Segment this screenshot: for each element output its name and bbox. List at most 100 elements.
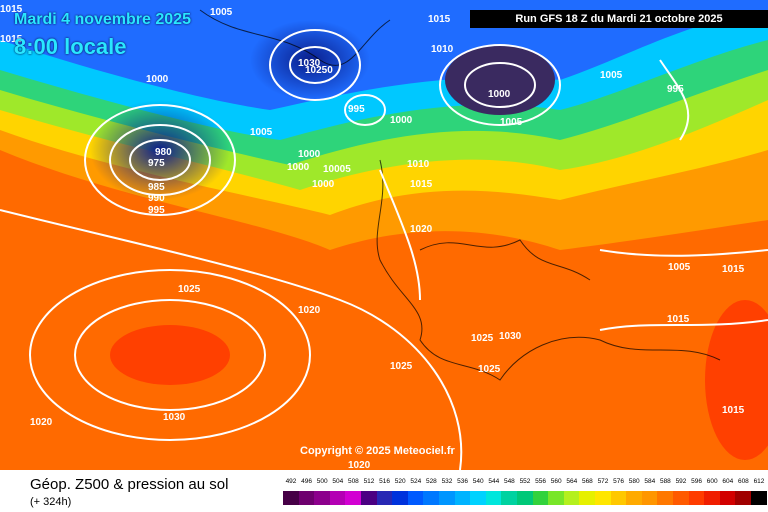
scale-tick-label: 532 bbox=[441, 478, 453, 485]
isobar-label: 1000 bbox=[146, 74, 169, 85]
scale-tick-label: 612 bbox=[753, 478, 765, 485]
scale-swatch bbox=[392, 491, 409, 505]
isobar-label: 980 bbox=[155, 147, 172, 158]
scale-tick-label: 520 bbox=[394, 478, 406, 485]
scale-swatch bbox=[345, 491, 362, 505]
isobar-label: 1025 bbox=[471, 333, 494, 344]
scale-tick-label: 528 bbox=[425, 478, 437, 485]
scale-tick-label: 608 bbox=[737, 478, 749, 485]
lead-time: (+ 324h) bbox=[30, 496, 72, 508]
isobar-label: 1015 bbox=[428, 14, 451, 25]
isobar-label: 1015 bbox=[722, 264, 745, 275]
scale-swatch bbox=[532, 491, 549, 505]
scale-tick-label: 604 bbox=[722, 478, 734, 485]
scale-swatch bbox=[704, 491, 721, 505]
isobar-label: 1020 bbox=[30, 417, 53, 428]
scale-tick-label: 548 bbox=[503, 478, 515, 485]
scale-swatch bbox=[626, 491, 643, 505]
isobar-label: 1010 bbox=[407, 159, 430, 170]
isobar-label: 1020 bbox=[298, 305, 321, 316]
isobar-label: 1005 bbox=[600, 70, 623, 81]
run-info: Run GFS 18 Z du Mardi 21 octobre 2025 bbox=[470, 10, 768, 28]
scale-swatch bbox=[329, 491, 346, 505]
scale-swatch bbox=[423, 491, 440, 505]
weather-map: 1005 1015 1015 1000 1030 10250 1015 1010… bbox=[0, 0, 768, 470]
isobar-label: 995 bbox=[148, 205, 165, 216]
scale-swatch bbox=[579, 491, 596, 505]
scale-tick-label: 600 bbox=[706, 478, 718, 485]
scale-tick-label: 524 bbox=[410, 478, 422, 485]
isobar-labels: 1005 1015 1015 1000 1030 10250 1015 1010… bbox=[0, 4, 745, 470]
isobar-label: 1015 bbox=[0, 34, 23, 45]
copyright: Copyright © 2025 Meteociel.fr bbox=[300, 445, 455, 457]
isobar-label: 1015 bbox=[0, 4, 23, 15]
scale-tick-label: 516 bbox=[379, 478, 391, 485]
scale-tick-label: 552 bbox=[519, 478, 531, 485]
isobar-label: 1010 bbox=[431, 44, 454, 55]
forecast-time: 8:00 locale bbox=[14, 34, 127, 59]
scale-swatch bbox=[735, 491, 752, 505]
isobar-label: 990 bbox=[148, 193, 165, 204]
forecast-date: Mardi 4 novembre 2025 bbox=[14, 11, 191, 28]
scale-tick-label: 496 bbox=[301, 478, 313, 485]
warm-core-east bbox=[705, 300, 768, 460]
isobar-label: 1015 bbox=[667, 314, 690, 325]
isobar-label: 1005 bbox=[500, 117, 523, 128]
scale-swatch bbox=[314, 491, 331, 505]
scale-tick-label: 580 bbox=[628, 478, 640, 485]
isobar-label: 975 bbox=[148, 158, 165, 169]
scale-tick-label: 584 bbox=[644, 478, 656, 485]
scale-swatch bbox=[641, 491, 658, 505]
isobar-label: 1030 bbox=[298, 58, 321, 69]
scale-swatch bbox=[501, 491, 518, 505]
coastline-greenland bbox=[199, 9, 391, 66]
scale-swatch bbox=[470, 491, 487, 505]
cold-core-northeast bbox=[445, 45, 555, 115]
scale-tick-label: 500 bbox=[316, 478, 328, 485]
isobar-label: 10005 bbox=[323, 164, 351, 175]
scale-swatch bbox=[283, 491, 299, 505]
scale-swatch bbox=[439, 491, 455, 505]
isobar-label: 1000 bbox=[312, 179, 335, 190]
scale-tick-label: 572 bbox=[597, 478, 609, 485]
isobar-label: 1030 bbox=[163, 412, 186, 423]
scale-tick-label: 564 bbox=[566, 478, 578, 485]
scale-tick-label: 492 bbox=[285, 478, 297, 485]
scale-tick-label: 512 bbox=[363, 478, 375, 485]
scale-tick-label: 592 bbox=[675, 478, 687, 485]
scale-swatch bbox=[361, 491, 377, 505]
isobar-label: 1005 bbox=[250, 127, 273, 138]
scale-tick-label: 504 bbox=[332, 478, 344, 485]
scale-tick-label: 596 bbox=[691, 478, 703, 485]
scale-swatch bbox=[485, 491, 502, 505]
warm-core-atlantic bbox=[110, 325, 230, 385]
scale-swatch bbox=[298, 491, 315, 505]
isobar-label: 1015 bbox=[410, 179, 433, 190]
scale-tick-label: 568 bbox=[581, 478, 593, 485]
scale-swatch bbox=[595, 491, 611, 505]
scale-tick-label: 544 bbox=[488, 478, 500, 485]
scale-swatch bbox=[376, 491, 393, 505]
scale-tick-label: 508 bbox=[347, 478, 359, 485]
isobar-label: 1030 bbox=[499, 331, 522, 342]
isobars bbox=[0, 29, 768, 470]
isobar-label: 1020 bbox=[410, 224, 433, 235]
isobar-label: 1000 bbox=[298, 149, 321, 160]
isobar-label: 1000 bbox=[488, 89, 511, 100]
isobar-label: 995 bbox=[667, 84, 684, 95]
scale-tick-label: 540 bbox=[472, 478, 484, 485]
coastline-europe bbox=[376, 159, 721, 381]
scale-swatch bbox=[454, 491, 471, 505]
scale-tick-label: 588 bbox=[659, 478, 671, 485]
scale-swatch bbox=[688, 491, 705, 505]
scale-swatch bbox=[548, 491, 565, 505]
isobar-label: 1025 bbox=[178, 284, 201, 295]
isobar-label: 985 bbox=[148, 182, 165, 193]
scale-swatch bbox=[517, 491, 533, 505]
isobar-label: 1000 bbox=[287, 162, 310, 173]
scale-tick-label: 560 bbox=[550, 478, 562, 485]
isobar-label: 1025 bbox=[478, 364, 501, 375]
scale-swatch bbox=[673, 491, 689, 505]
isobar-label: 1005 bbox=[210, 7, 233, 18]
